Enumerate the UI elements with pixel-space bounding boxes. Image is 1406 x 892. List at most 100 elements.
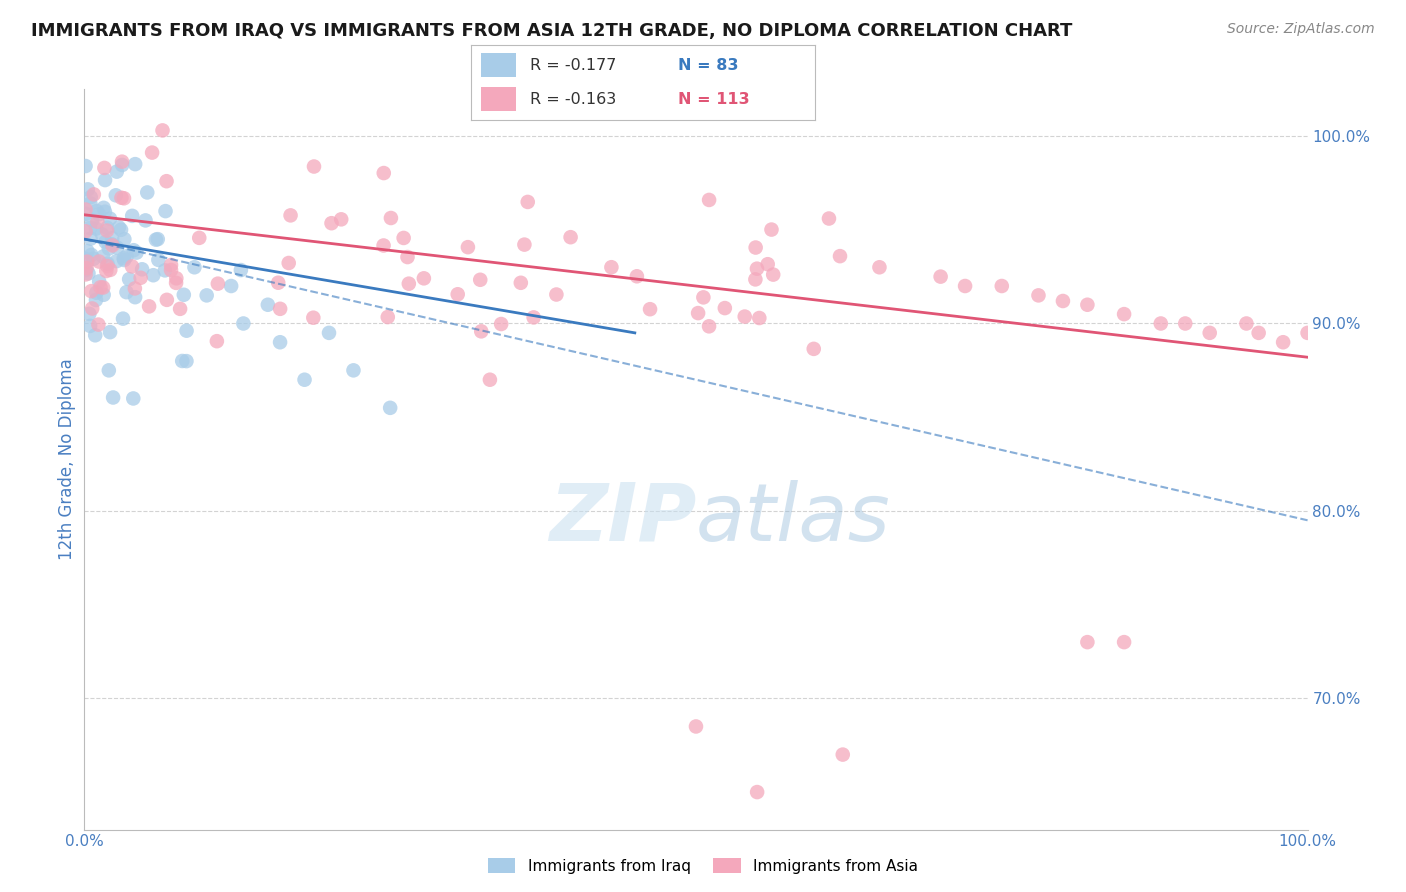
Point xyxy=(83,252,105,266)
Point xyxy=(714,301,737,315)
Point xyxy=(121,260,143,274)
Point xyxy=(330,212,353,227)
Point xyxy=(373,166,395,180)
Point xyxy=(94,235,117,249)
Point xyxy=(165,271,187,285)
Point xyxy=(86,215,108,229)
Point xyxy=(1076,635,1098,649)
Point xyxy=(105,240,128,254)
Point xyxy=(76,261,98,276)
Point xyxy=(84,293,107,307)
Point xyxy=(560,230,582,244)
Point xyxy=(1114,307,1136,321)
Point xyxy=(318,326,340,340)
Point xyxy=(122,244,145,258)
Point xyxy=(489,317,512,331)
Point xyxy=(1272,335,1295,350)
Point xyxy=(991,279,1014,293)
Point xyxy=(80,190,103,204)
Point xyxy=(148,252,170,267)
Point xyxy=(1296,326,1319,340)
Point xyxy=(205,334,228,348)
Point xyxy=(138,299,160,313)
Legend: Immigrants from Iraq, Immigrants from Asia: Immigrants from Iraq, Immigrants from As… xyxy=(482,852,924,880)
Point xyxy=(75,207,97,221)
Point xyxy=(91,250,114,264)
Point xyxy=(93,287,115,301)
Point xyxy=(91,280,114,294)
Point xyxy=(101,391,124,405)
Point xyxy=(280,208,302,222)
Point xyxy=(302,160,325,174)
Point xyxy=(86,285,108,300)
Point xyxy=(98,325,121,339)
Point xyxy=(744,241,766,255)
Point xyxy=(76,244,98,259)
Point xyxy=(110,191,132,205)
Point xyxy=(183,260,205,275)
Text: N = 113: N = 113 xyxy=(678,92,749,107)
Point xyxy=(269,301,291,316)
Point xyxy=(516,194,538,209)
Point xyxy=(104,188,127,202)
Point xyxy=(831,747,853,762)
Point xyxy=(509,276,531,290)
Point xyxy=(124,281,146,295)
Point xyxy=(94,204,117,219)
Point xyxy=(96,223,118,237)
Point xyxy=(153,263,176,277)
Point xyxy=(457,240,479,254)
Point xyxy=(600,260,623,275)
Point xyxy=(195,288,218,302)
Point xyxy=(118,272,141,286)
Point xyxy=(80,213,103,227)
Point xyxy=(277,256,299,270)
Point xyxy=(97,242,120,256)
Point xyxy=(762,268,785,282)
Text: R = -0.177: R = -0.177 xyxy=(530,58,616,72)
Point xyxy=(818,211,841,226)
Point xyxy=(688,306,710,320)
Point xyxy=(626,269,648,284)
Point xyxy=(697,193,720,207)
Point xyxy=(267,276,290,290)
Point xyxy=(125,245,148,260)
Point xyxy=(803,342,825,356)
Point xyxy=(176,324,198,338)
Point xyxy=(76,254,98,268)
Point xyxy=(1114,635,1136,649)
Point xyxy=(146,232,169,246)
Point xyxy=(1236,317,1258,331)
Point xyxy=(75,268,97,282)
Point xyxy=(94,173,117,187)
Point xyxy=(152,123,174,137)
Point xyxy=(207,277,229,291)
Point xyxy=(734,310,756,324)
Point xyxy=(122,392,145,406)
Point xyxy=(76,182,98,196)
Point xyxy=(86,204,108,219)
Point xyxy=(75,263,97,277)
Point xyxy=(101,231,124,245)
Point xyxy=(412,271,434,285)
Point xyxy=(84,221,107,235)
Text: N = 83: N = 83 xyxy=(678,58,738,72)
Text: IMMIGRANTS FROM IRAQ VS IMMIGRANTS FROM ASIA 12TH GRADE, NO DIPLOMA CORRELATION : IMMIGRANTS FROM IRAQ VS IMMIGRANTS FROM … xyxy=(31,22,1073,40)
Point xyxy=(380,401,402,415)
Point xyxy=(93,201,115,215)
Point xyxy=(173,287,195,301)
Point xyxy=(745,261,768,276)
Point xyxy=(77,266,100,280)
Point xyxy=(321,216,343,230)
Point xyxy=(380,211,402,225)
Point xyxy=(638,302,661,317)
Point xyxy=(96,259,118,273)
Point xyxy=(160,263,183,277)
Point xyxy=(747,785,769,799)
Point xyxy=(685,719,707,733)
Point xyxy=(188,231,211,245)
Point xyxy=(342,363,364,377)
Point xyxy=(124,290,146,304)
Point xyxy=(169,301,191,316)
Point xyxy=(89,275,111,289)
